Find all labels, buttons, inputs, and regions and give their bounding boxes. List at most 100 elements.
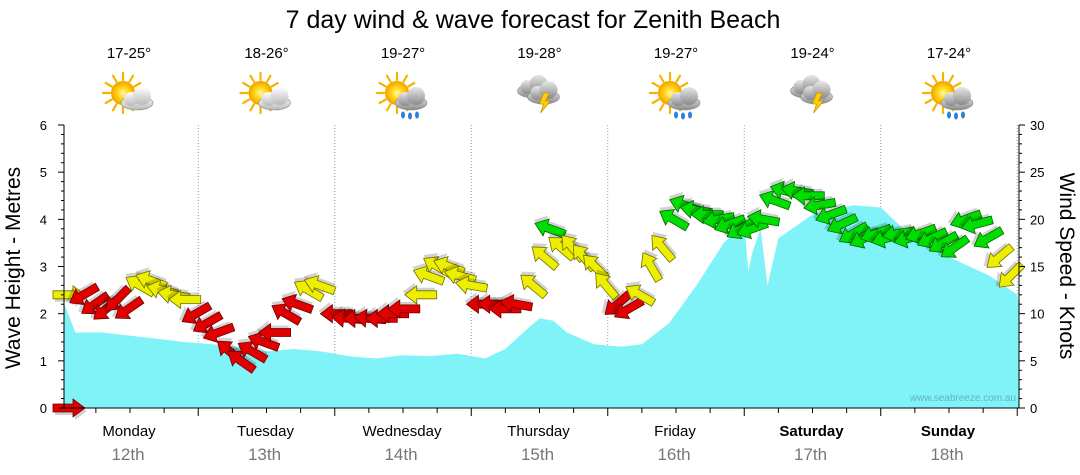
right-tick-label: 25	[1030, 165, 1044, 180]
right-tick-label: 15	[1030, 260, 1044, 275]
sun-ray	[407, 81, 416, 88]
sun-ray	[658, 103, 665, 112]
day-temperature: 19-27°	[381, 45, 425, 62]
wind-arrow-shape	[659, 209, 690, 232]
wind-arrow	[812, 203, 848, 226]
wind-arrow	[583, 251, 610, 282]
day-name-label: Monday	[102, 423, 156, 440]
wind-arrow-shape	[803, 196, 837, 216]
thunderstorm-icon	[790, 75, 833, 114]
day-temperature: 19-27°	[654, 45, 698, 62]
day-date-label: 17th	[794, 445, 827, 464]
wind-arrow-shape	[701, 210, 736, 230]
wind-arrow-shape	[237, 341, 269, 364]
day-date-label: 13th	[248, 445, 281, 464]
day-temperature: 18-26°	[244, 45, 288, 62]
sun-ray	[270, 81, 279, 88]
rain-drop	[954, 112, 958, 120]
sun-ray	[249, 103, 256, 112]
rain-drop	[947, 111, 951, 119]
sun-ray	[924, 81, 933, 88]
wind-arrow-shape	[960, 215, 994, 235]
lightning-bolt	[539, 92, 552, 114]
cloud-shape	[258, 87, 291, 111]
wind-arrow	[857, 222, 893, 244]
wind-arrow	[385, 296, 421, 319]
wind-arrow-shape	[227, 350, 257, 374]
wind-arrow	[247, 328, 281, 352]
sun-showers-icon	[648, 71, 701, 120]
day-temperature: 19-24°	[790, 45, 834, 62]
wind-arrow-shape	[114, 295, 145, 319]
lightning-bolt	[812, 92, 825, 114]
wind-arrow	[659, 205, 690, 232]
sun-ray	[924, 98, 933, 105]
day-date-label: 16th	[657, 445, 690, 464]
axes: 0 1 2 3 4 5 6 0 5 10 15 20 25 30	[40, 118, 1044, 416]
sun-ray	[111, 103, 118, 112]
wind-arrow-shape	[293, 279, 325, 303]
wind-arrow	[281, 290, 315, 314]
sun-ray	[378, 81, 387, 88]
thunderstorm-icon	[517, 75, 560, 114]
wind-arrow	[758, 187, 792, 211]
partly-cloudy-icon	[239, 71, 291, 115]
wind-arrow	[937, 233, 971, 258]
sun-ray	[651, 98, 660, 105]
cloud-shape	[667, 87, 701, 111]
left-tick-label: 4	[40, 212, 47, 227]
wind-arrow	[227, 347, 257, 374]
wind-arrow-shape	[534, 218, 567, 239]
left-tick-label: 1	[40, 354, 47, 369]
wind-arrows	[52, 177, 1026, 420]
right-tick-label: 0	[1030, 401, 1037, 416]
wind-arrow	[531, 243, 560, 272]
sun-ray	[385, 103, 392, 112]
wind-arrow	[520, 271, 549, 300]
wind-arrow-shape	[791, 186, 825, 206]
wind-arrow	[640, 249, 665, 283]
rain-drop	[408, 112, 412, 120]
day-temperature: 19-28°	[517, 45, 561, 62]
day-name-label: Wednesday	[363, 423, 442, 440]
wind-arrow	[66, 281, 101, 306]
wind-arrow	[700, 208, 736, 230]
wind-arrow	[651, 231, 677, 263]
wind-arrow	[914, 225, 949, 249]
wind-arrow	[689, 202, 724, 225]
rain-drop	[401, 111, 405, 119]
wind-arrow-shape	[916, 227, 949, 249]
wind-arrow-shape	[973, 226, 1005, 249]
wind-arrow-shape	[758, 190, 792, 211]
wind-arrow-shape	[520, 274, 549, 300]
day-date-label: 15th	[521, 445, 554, 464]
right-tick-label: 20	[1030, 212, 1044, 227]
wind-arrow	[970, 225, 1005, 249]
wind-arrow	[190, 310, 224, 334]
wind-arrow	[711, 212, 747, 235]
wind-arrow-shape	[595, 272, 620, 301]
wind-arrow	[498, 291, 534, 314]
partly-cloudy-icon	[101, 71, 154, 115]
sun-ray	[249, 74, 256, 83]
wind-arrow-shape	[640, 252, 664, 283]
left-axis-title: Wave Height - Metres	[2, 167, 25, 369]
rain-drop	[681, 112, 685, 120]
wind-arrow	[625, 281, 657, 307]
wind-arrow-shape	[247, 331, 281, 352]
day-name-label: Tuesday	[237, 423, 294, 440]
day-temperature: 17-25°	[107, 45, 151, 62]
wind-arrow-shape	[454, 275, 489, 295]
day-temperature: 17-24°	[927, 45, 971, 62]
right-tick-label: 30	[1030, 118, 1044, 133]
day-labels-row: Monday 12th Tuesday 13th Wednesday 14th Thursd…	[102, 423, 975, 464]
wind-arrow-shape	[998, 261, 1026, 288]
day-name-label: Saturday	[779, 423, 844, 440]
wind-arrow	[595, 269, 621, 301]
cloud-shape	[120, 87, 154, 111]
wind-arrow	[983, 242, 1015, 268]
wind-arrow-shape	[387, 299, 421, 319]
sun-ray	[931, 74, 938, 83]
rain-drop	[688, 111, 692, 119]
